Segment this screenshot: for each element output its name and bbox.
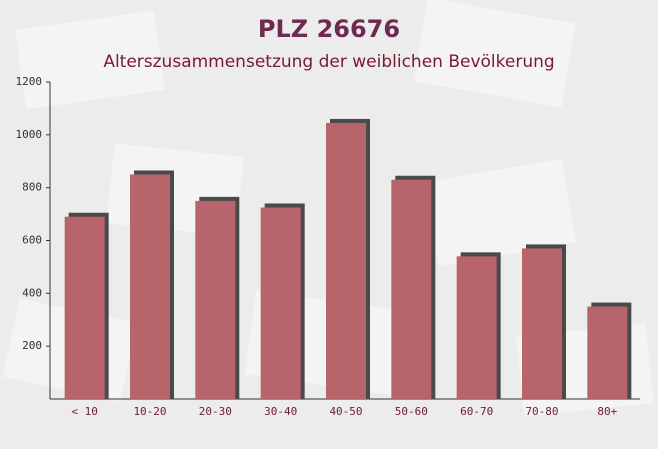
bar xyxy=(260,207,301,399)
x-tick-label: 40-50 xyxy=(329,405,362,418)
chart-title: PLZ 26676 xyxy=(258,15,400,43)
x-tick-label: 10-20 xyxy=(133,405,166,418)
chart-subtitle: Alterszusammensetzung der weiblichen Bev… xyxy=(103,52,554,72)
y-tick-label: 400 xyxy=(22,286,42,299)
bar xyxy=(391,179,432,399)
x-tick-label: 60-70 xyxy=(460,405,493,418)
y-tick-label: 1000 xyxy=(16,128,43,141)
bar xyxy=(456,256,497,399)
x-tick-label: 80+ xyxy=(597,405,617,418)
x-tick-label: < 10 xyxy=(71,405,98,418)
bar xyxy=(587,306,628,399)
x-tick-label: 30-40 xyxy=(264,405,297,418)
bar xyxy=(326,122,366,399)
bar xyxy=(195,200,236,399)
y-tick-label: 600 xyxy=(22,234,42,247)
bar xyxy=(130,174,170,399)
x-tick-label: 20-30 xyxy=(199,405,232,418)
y-tick-label: 800 xyxy=(22,181,42,194)
x-tick-label: 70-80 xyxy=(525,405,558,418)
y-tick-label: 1200 xyxy=(16,75,43,88)
x-tick-label: 50-60 xyxy=(395,405,428,418)
bar xyxy=(64,216,105,399)
y-tick-label: 200 xyxy=(22,339,42,352)
bar xyxy=(522,248,562,399)
